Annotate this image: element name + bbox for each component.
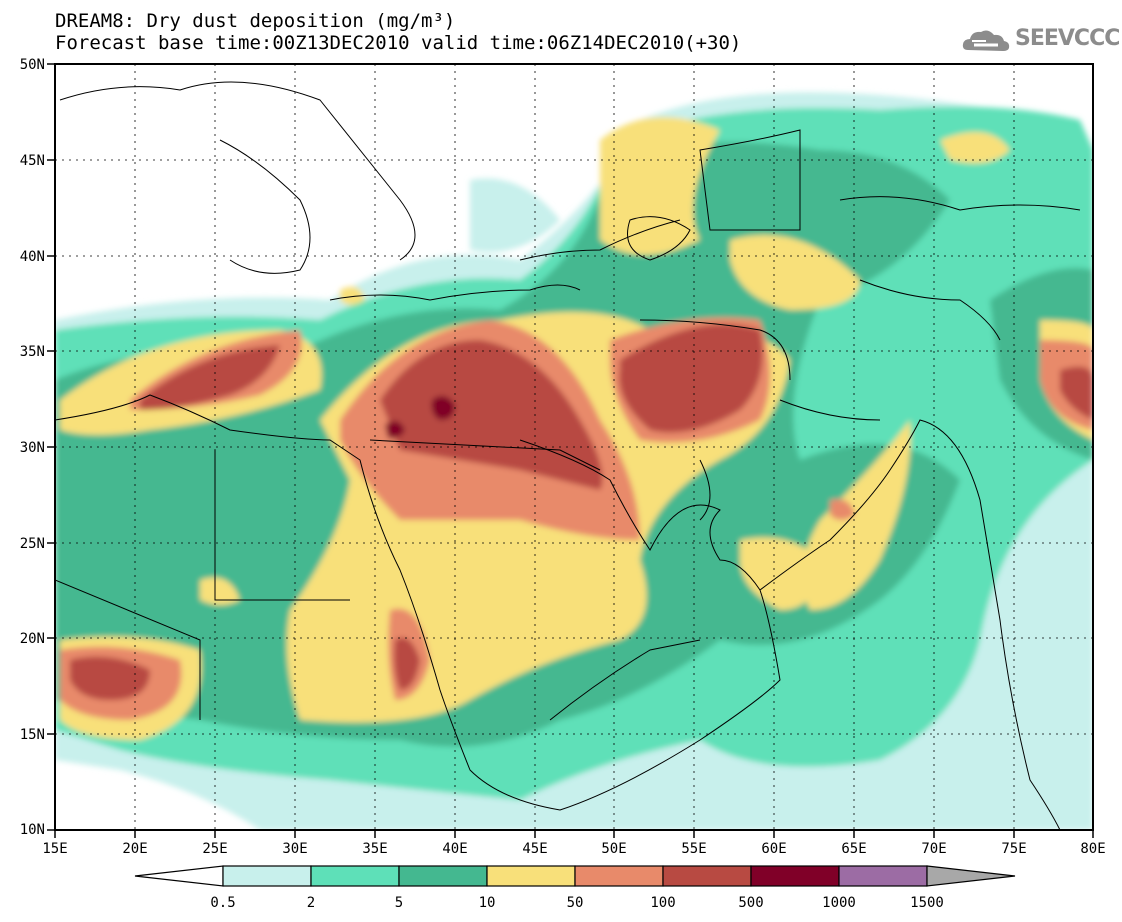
colorbar-label: 5 xyxy=(395,895,403,911)
lat-tick-label: 50N xyxy=(20,57,45,73)
lon-tick-label: 15E xyxy=(42,841,67,857)
lon-tick-label: 60E xyxy=(761,841,786,857)
lat-tick-label: 40N xyxy=(20,249,45,265)
lon-tick-label: 70E xyxy=(921,841,946,857)
level-100-500 xyxy=(70,324,1093,700)
lat-tick-label: 10N xyxy=(20,822,45,838)
colorbar-label: 0.5 xyxy=(210,895,235,911)
colorbar-label: 500 xyxy=(738,895,763,911)
colorbar-high-arrow xyxy=(926,865,1016,887)
lon-tick-label: 35E xyxy=(362,841,387,857)
lon-tick-label: 40E xyxy=(442,841,467,857)
lat-tick-label: 25N xyxy=(20,536,45,552)
lon-tick-label: 80E xyxy=(1080,841,1105,857)
colorbar-label: 50 xyxy=(567,895,584,911)
map-panel xyxy=(55,64,1093,830)
lon-tick-label: 75E xyxy=(1001,841,1026,857)
chart-title: DREAM8: Dry dust deposition (mg/m³) xyxy=(55,10,456,32)
colorbar-swatch xyxy=(574,865,664,887)
colorbar-label: 1500 xyxy=(910,895,944,911)
colorbar-swatch xyxy=(486,865,576,887)
colorbar-label: 2 xyxy=(307,895,315,911)
lon-tick-label: 55E xyxy=(681,841,706,857)
level-500-1000 xyxy=(385,396,455,439)
colorbar xyxy=(134,865,1016,887)
colorbar-swatch xyxy=(222,865,312,887)
lat-tick-label: 45N xyxy=(20,153,45,169)
colorbar-swatch xyxy=(750,865,840,887)
lon-tick-label: 25E xyxy=(202,841,227,857)
coastlines-borders xyxy=(55,81,1081,830)
logo-text: SEEVCCC xyxy=(1015,26,1120,51)
lat-tick-label: 30N xyxy=(20,440,45,456)
colorbar-label: 10 xyxy=(479,895,496,911)
lat-tick-label: 35N xyxy=(20,344,45,360)
colorbar-low-arrow xyxy=(134,865,224,887)
colorbar-swatch xyxy=(310,865,400,887)
forecast-time-subtitle: Forecast base time:00Z13DEC2010 valid ti… xyxy=(55,32,742,54)
lon-tick-label: 30E xyxy=(282,841,307,857)
colorbar-swatch xyxy=(662,865,752,887)
tick-marks xyxy=(47,63,1094,838)
lon-tick-label: 50E xyxy=(601,841,626,857)
colorbar-label: 1000 xyxy=(822,895,856,911)
seevccc-logo xyxy=(960,24,1100,60)
lon-tick-label: 20E xyxy=(122,841,147,857)
lon-tick-label: 45E xyxy=(522,841,547,857)
lon-tick-label: 65E xyxy=(841,841,866,857)
cloud-icon xyxy=(962,30,1010,51)
graticule xyxy=(55,64,1093,830)
colorbar-swatch xyxy=(838,865,928,887)
lat-tick-label: 20N xyxy=(20,631,45,647)
colorbar-label: 100 xyxy=(650,895,675,911)
colorbar-swatch xyxy=(398,865,488,887)
lat-tick-label: 15N xyxy=(20,727,45,743)
